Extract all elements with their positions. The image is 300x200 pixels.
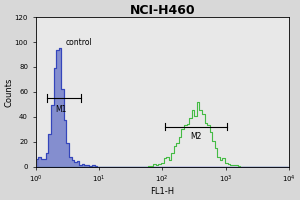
Title: NCI-H460: NCI-H460: [130, 4, 195, 17]
Y-axis label: Counts: Counts: [4, 77, 13, 107]
X-axis label: FL1-H: FL1-H: [150, 187, 174, 196]
Text: M1: M1: [55, 105, 67, 114]
Text: M2: M2: [190, 132, 202, 141]
Text: control: control: [66, 38, 93, 47]
